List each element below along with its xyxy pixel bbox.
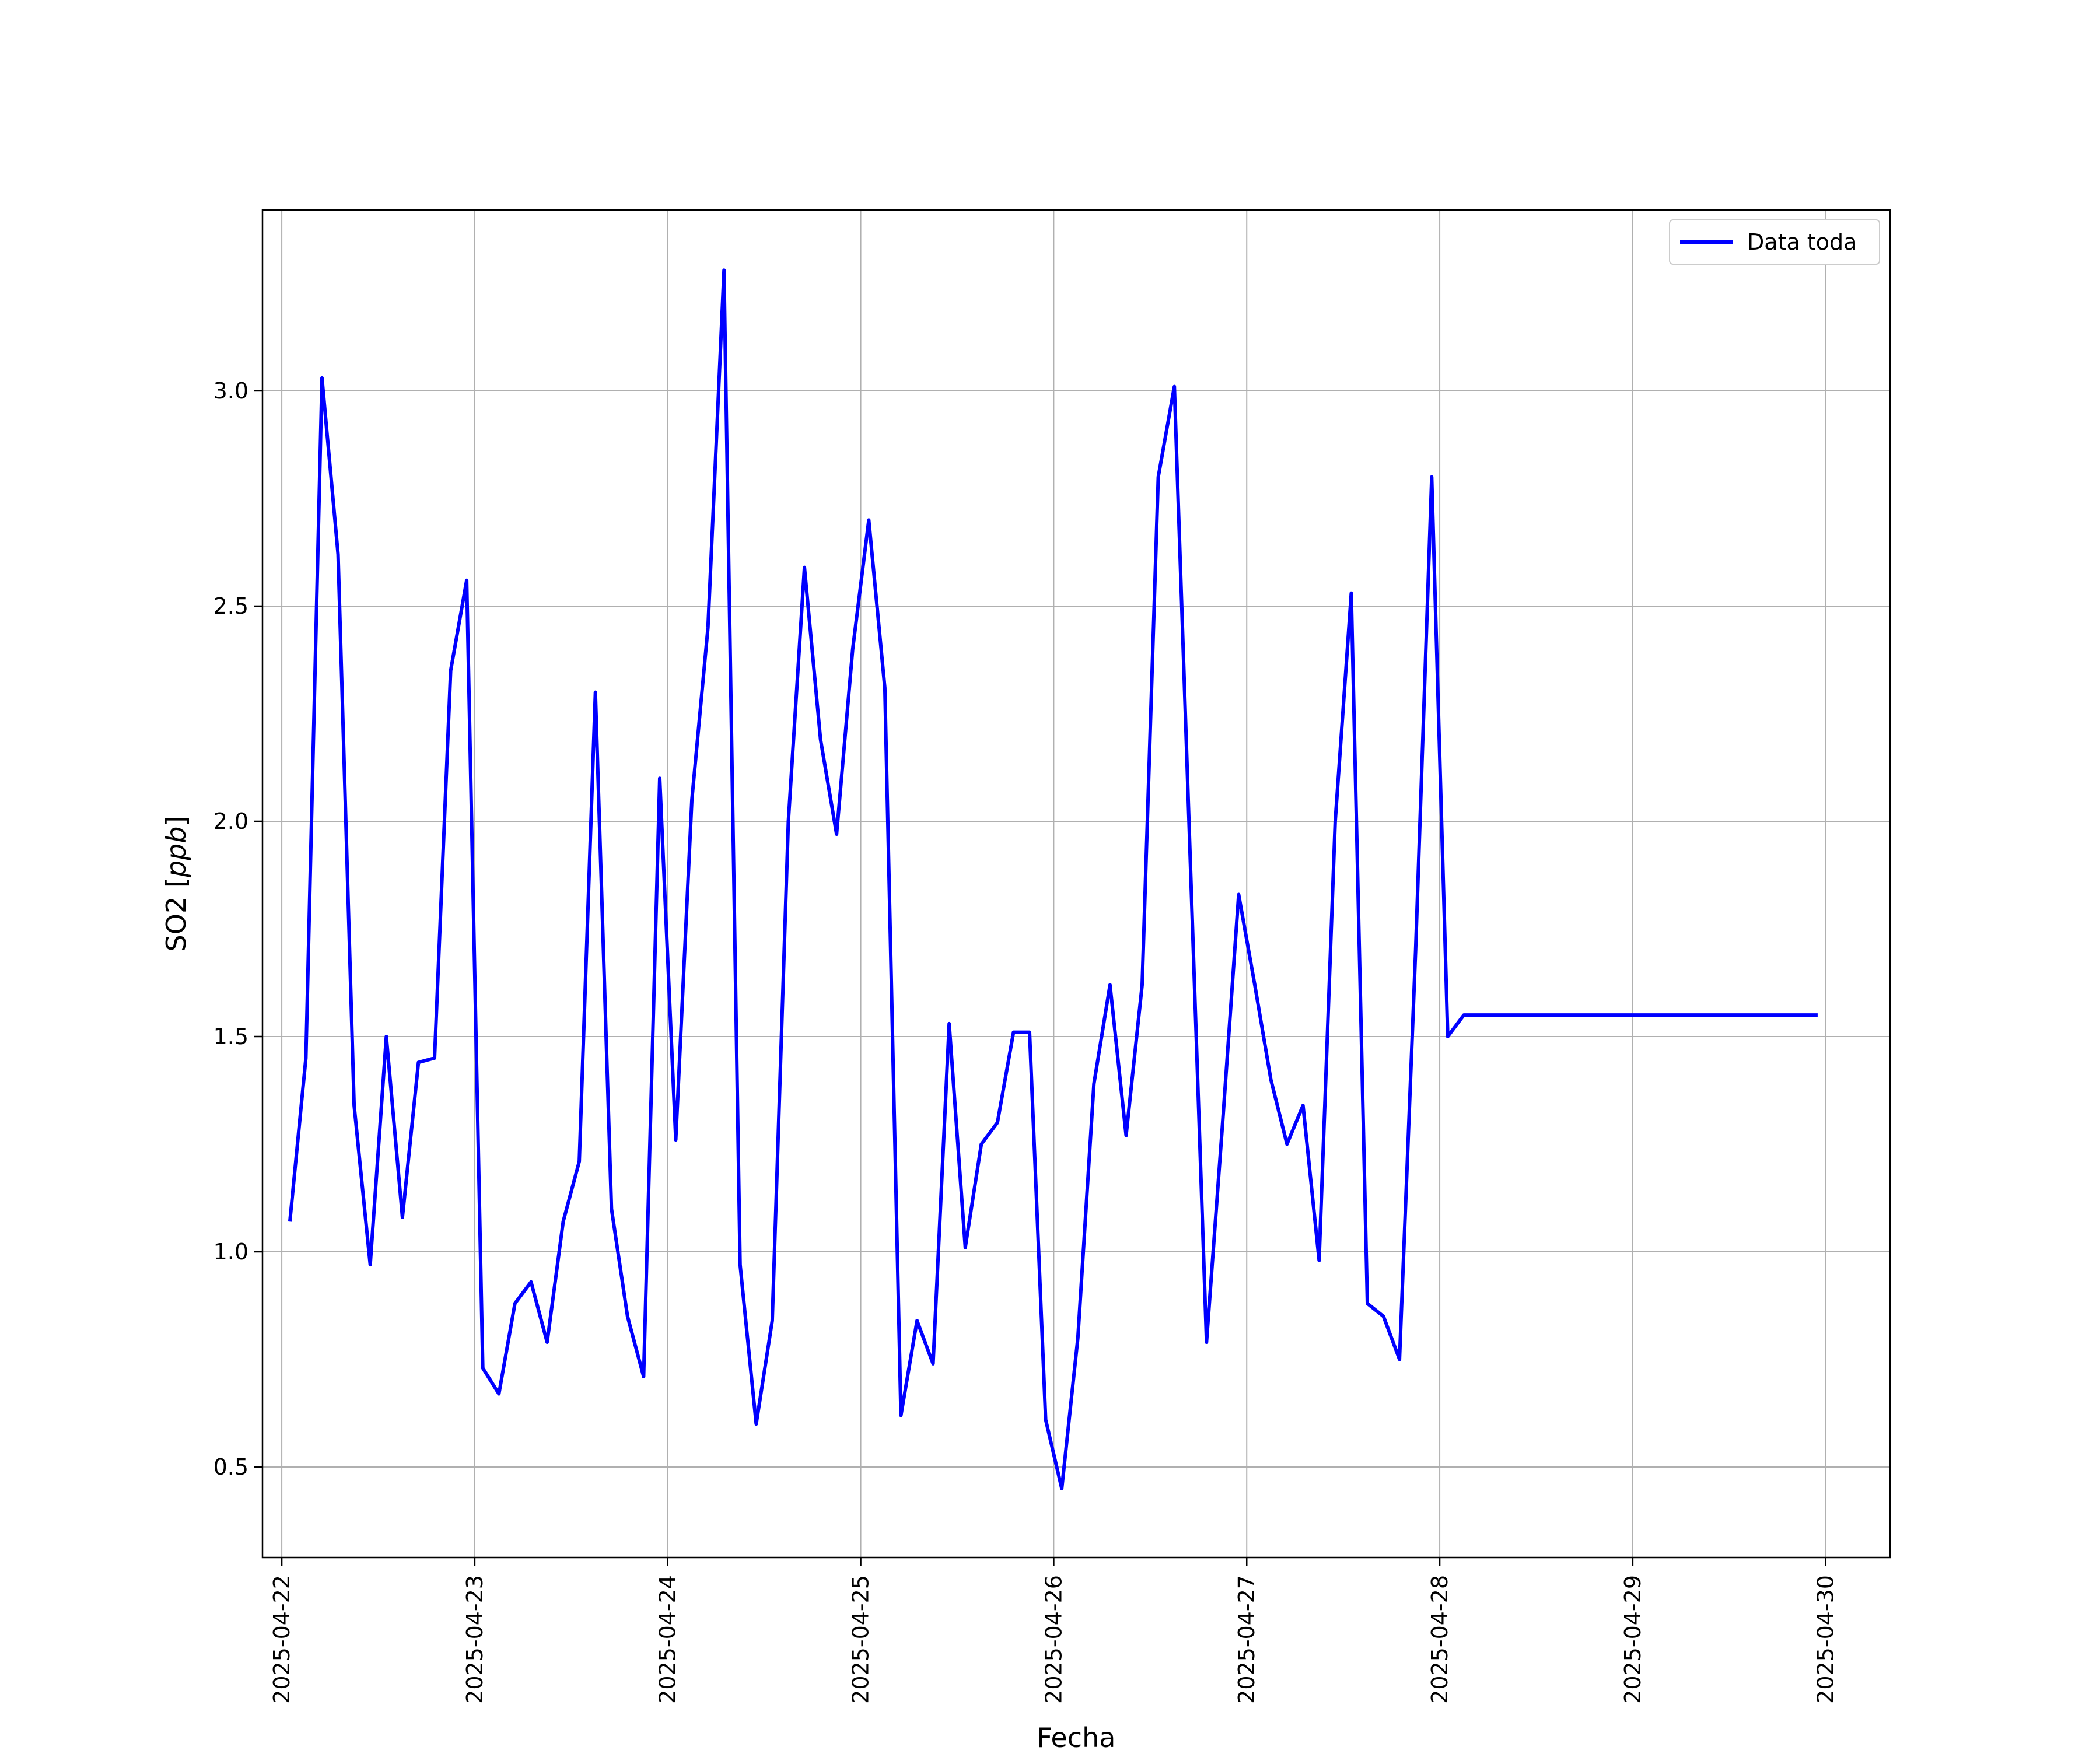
- y-tick-label: 2.0: [214, 808, 249, 834]
- grid: [262, 210, 1890, 1558]
- x-tick-label: 2025-04-23: [462, 1575, 488, 1704]
- x-tick-label: 2025-04-29: [1620, 1575, 1646, 1704]
- legend-label-data-toda: Data toda: [1747, 229, 1857, 255]
- y-axis-label-main: SO2 [: [160, 877, 192, 951]
- plot-frame: [261, 209, 1891, 1559]
- y-tick-label: 0.5: [214, 1454, 249, 1480]
- x-tick-label: 2025-04-28: [1427, 1575, 1452, 1704]
- legend: Data toda: [1669, 219, 1880, 265]
- y-axis-label: SO2 [ppb]: [160, 816, 192, 952]
- x-tick-label: 2025-04-30: [1813, 1575, 1839, 1704]
- x-tick-label: 2025-04-26: [1041, 1575, 1066, 1704]
- x-axis-label: Fecha: [1037, 1722, 1116, 1750]
- y-tick-label: 1.0: [214, 1239, 249, 1265]
- x-tick-label: 2025-04-24: [655, 1575, 681, 1704]
- ticks: 2025-04-22 2025-04-23 2025-04-24 2025-04-25…: [214, 378, 1839, 1704]
- y-tick-label: 2.5: [214, 593, 249, 619]
- x-tick-label: 2025-04-25: [848, 1575, 874, 1704]
- y-tick-label: 3.0: [214, 378, 249, 404]
- y-axis-label-unit: ppb: [160, 827, 192, 878]
- series-line-data-toda: [288, 268, 1818, 1490]
- series-layer: [288, 268, 1818, 1490]
- x-tick-label: 2025-04-27: [1234, 1575, 1259, 1704]
- x-tick-label: 2025-04-22: [269, 1575, 295, 1704]
- y-axis-label-end: ]: [160, 816, 192, 827]
- y-tick-label: 1.5: [214, 1024, 249, 1049]
- legend-box: [1669, 219, 1880, 265]
